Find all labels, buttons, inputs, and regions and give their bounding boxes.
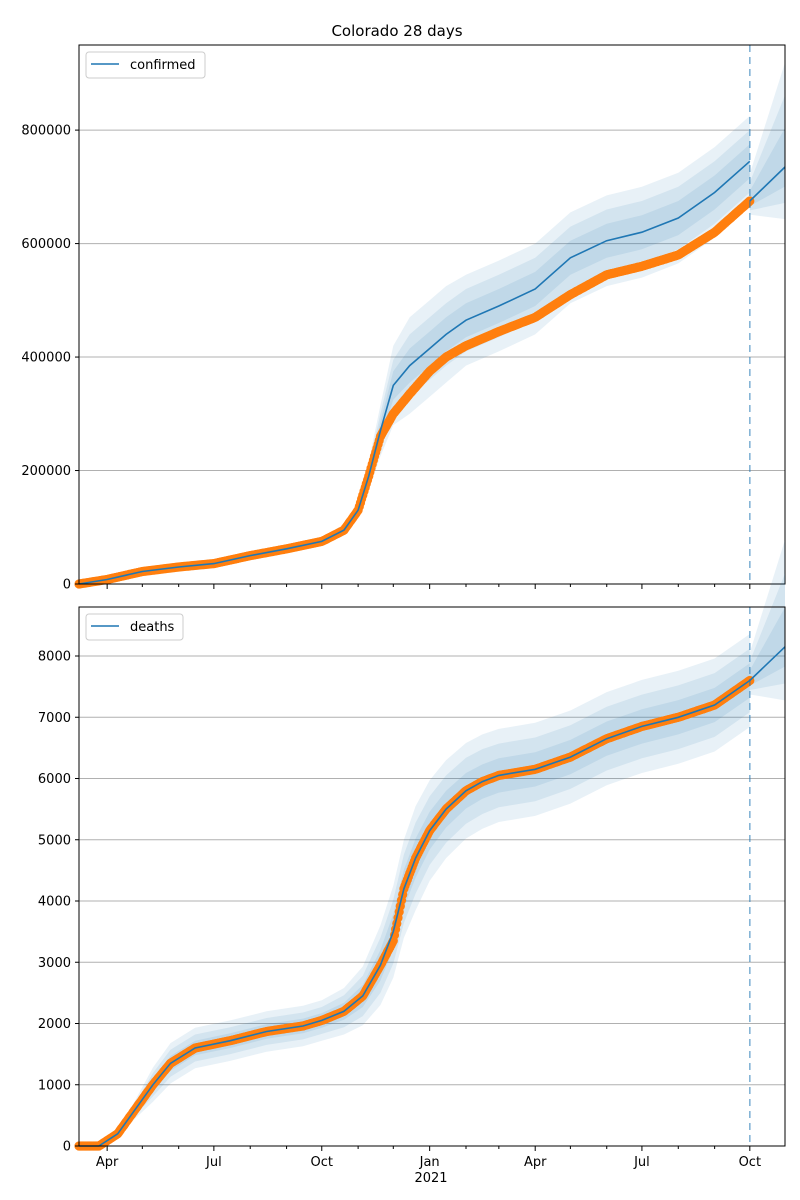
deaths-model-lines xyxy=(79,646,786,1147)
deaths-panel: 0 1000 2000 3000 4000 5000 6000 7000 8000 Apr Jul… xyxy=(38,539,786,1186)
forecast-band-middle xyxy=(749,95,785,211)
y-tick-label: 2000 xyxy=(38,1017,71,1032)
confirmed-legend-box xyxy=(85,51,206,79)
confirmed-x-axis-ticks xyxy=(106,584,751,589)
forecast-band-inner xyxy=(749,607,785,686)
deaths-legend: deaths xyxy=(85,613,184,641)
deaths-x-axis: Apr Jul Oct Jan Apr Jul Oct xyxy=(96,1146,761,1170)
deaths-axes-frame xyxy=(78,606,786,1147)
forecast-line xyxy=(749,646,786,682)
y-tick-label: 200000 xyxy=(21,464,71,479)
deaths-legend-label: deaths xyxy=(130,620,175,635)
confirmed-axes-frame xyxy=(78,44,786,585)
x-tick-label: Oct xyxy=(739,1155,761,1170)
uncertainty-band-outer xyxy=(79,115,750,585)
y-tick-label: 400000 xyxy=(21,351,71,366)
y-tick-label: 8000 xyxy=(38,650,71,665)
confirmed-legend: confirmed xyxy=(85,51,206,79)
confirmed-uncertainty-bands xyxy=(79,62,785,585)
x-tick-label: Apr xyxy=(96,1155,119,1170)
confirmed-legend-label: confirmed xyxy=(130,58,196,73)
x-year-label: 2021 xyxy=(414,1171,447,1186)
forecast-band-middle xyxy=(749,573,785,691)
deaths-y-axis: 0 1000 2000 3000 4000 5000 6000 7000 8000 xyxy=(38,650,79,1155)
y-tick-label: 600000 xyxy=(21,237,71,252)
x-tick-label: Apr xyxy=(524,1155,547,1170)
chart-title: Colorado 28 days xyxy=(331,22,462,40)
x-tick-label: Jul xyxy=(205,1155,222,1170)
confirmed-panel: Colorado 28 days 0 200000 400000 600000 8000… xyxy=(21,22,786,593)
forecast-band-outer xyxy=(749,539,785,701)
uncertainty-band-middle xyxy=(79,130,750,584)
forecast-band-outer xyxy=(749,62,785,220)
deaths-legend-box xyxy=(85,613,184,641)
y-tick-label: 0 xyxy=(63,578,71,593)
x-tick-label: Oct xyxy=(311,1155,333,1170)
model-line xyxy=(78,160,751,585)
forecast-band-inner xyxy=(749,127,785,207)
y-tick-label: 800000 xyxy=(21,124,71,139)
uncertainty-band-outer xyxy=(79,634,750,1146)
uncertainty-band-middle xyxy=(79,648,750,1146)
y-tick-label: 5000 xyxy=(38,833,71,848)
confirmed-model-lines xyxy=(78,160,786,585)
model-line xyxy=(79,679,751,1147)
uncertainty-band-inner xyxy=(79,144,750,585)
y-tick-label: 7000 xyxy=(38,711,71,726)
y-tick-label: 6000 xyxy=(38,772,71,787)
confirmed-y-axis: 0 200000 400000 600000 800000 xyxy=(21,124,79,593)
confirmed-observed-points xyxy=(74,196,755,589)
y-tick-label: 3000 xyxy=(38,956,71,971)
x-tick-label: Jan xyxy=(419,1155,440,1170)
x-tick-label: Jul xyxy=(633,1155,650,1170)
forecast-line xyxy=(749,166,786,202)
y-tick-label: 0 xyxy=(63,1140,71,1155)
y-tick-label: 1000 xyxy=(38,1078,71,1093)
y-tick-label: 4000 xyxy=(38,895,71,910)
